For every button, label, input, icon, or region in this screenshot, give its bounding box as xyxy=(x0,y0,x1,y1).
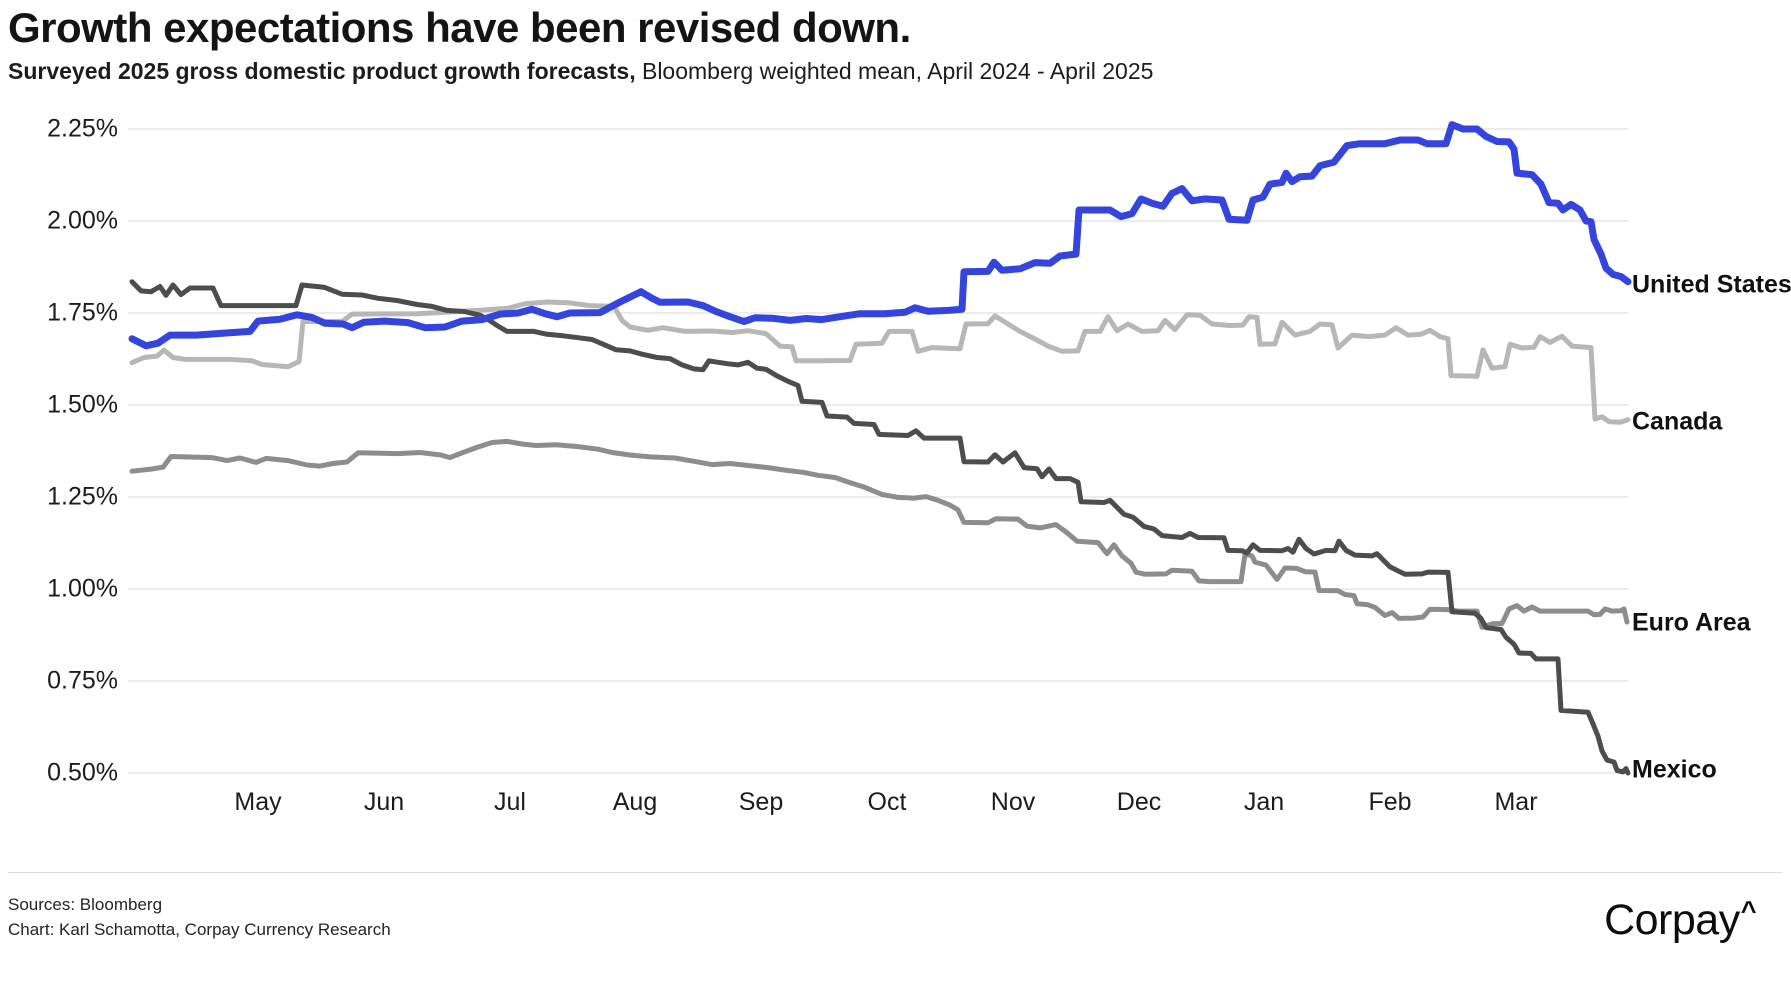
x-tick-label: Sep xyxy=(738,788,784,816)
x-tick-label: Aug xyxy=(612,788,658,816)
x-tick-label: Jan xyxy=(1243,788,1285,816)
y-tick-label: 2.25% xyxy=(47,114,118,143)
chart-subtitle-rest: Bloomberg weighted mean, April 2024 - Ap… xyxy=(635,58,1154,84)
credit-text: Chart: Karl Schamotta, Corpay Currency R… xyxy=(8,920,391,939)
corpay-logo: Corpay^ xyxy=(1604,896,1757,945)
x-tick-label: Mar xyxy=(1494,788,1538,816)
series-line-united-states xyxy=(128,121,1632,350)
y-tick-label: 2.00% xyxy=(47,206,118,235)
y-tick-label: 1.75% xyxy=(47,298,118,327)
x-tick-label: Dec xyxy=(1116,788,1162,816)
x-tick-label: Jul xyxy=(494,788,526,816)
x-tick-label: Jun xyxy=(363,788,405,816)
x-tick-label: Oct xyxy=(867,788,907,816)
series-label-united-states: United States xyxy=(1632,270,1791,299)
series-line-canada xyxy=(129,299,1631,425)
y-tick-label: 1.50% xyxy=(47,390,118,419)
y-tick-label: 1.00% xyxy=(47,574,118,603)
footer-divider xyxy=(8,872,1783,873)
x-tick-label: Feb xyxy=(1368,788,1412,816)
series-line-euro-area xyxy=(129,438,1630,630)
sources-text: Sources: Bloomberg xyxy=(8,895,163,914)
y-tick-label: 0.75% xyxy=(47,666,118,695)
series-line-mexico xyxy=(129,279,1631,776)
y-tick-label: 1.25% xyxy=(47,482,118,511)
series-label-euro-area: Euro Area xyxy=(1632,608,1751,637)
x-tick-label: Nov xyxy=(990,788,1036,816)
series-label-canada: Canada xyxy=(1632,407,1723,436)
chart-subtitle: Surveyed 2025 gross domestic product gro… xyxy=(8,58,1153,85)
y-tick-label: 0.50% xyxy=(47,758,118,787)
page-title: Growth expectations have been revised do… xyxy=(8,4,911,51)
series-label-mexico: Mexico xyxy=(1632,755,1717,784)
corpay-logo-text: Corpay xyxy=(1604,896,1740,944)
corpay-logo-caret-icon: ^ xyxy=(1740,896,1757,926)
x-tick-label: May xyxy=(234,788,282,816)
chart-subtitle-bold: Surveyed 2025 gross domestic product gro… xyxy=(8,58,636,84)
